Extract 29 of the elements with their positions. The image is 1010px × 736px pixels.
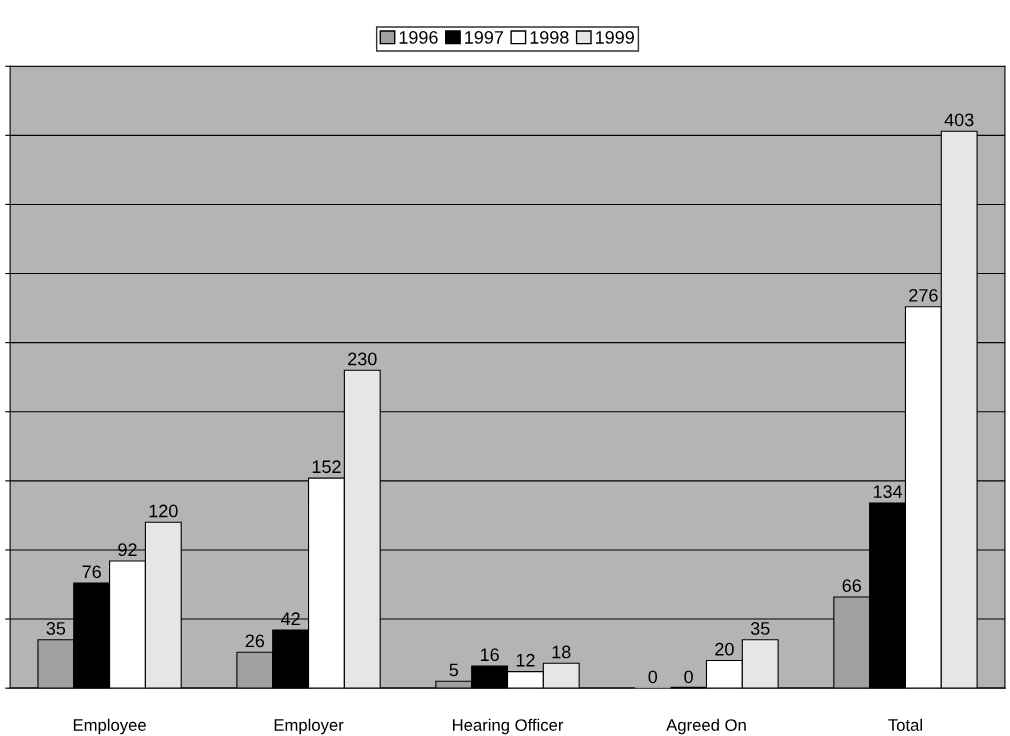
data-label: 0: [648, 670, 658, 684]
data-label: 35: [46, 622, 66, 635]
data-label: 230: [348, 352, 377, 366]
data-label: 35: [750, 622, 770, 635]
data-label: 276: [909, 288, 938, 302]
x-tick-label: Agreed On: [666, 718, 746, 735]
legend-label: 1999: [596, 31, 634, 44]
data-label: 12: [516, 653, 535, 667]
data-label: 18: [552, 645, 571, 659]
data-label: 120: [149, 504, 178, 518]
data-label: 5: [449, 663, 459, 677]
data-label: 134: [873, 485, 903, 499]
x-tick-label: Hearing Officer: [453, 718, 564, 735]
data-label: 16: [480, 648, 499, 662]
data-label: 0: [684, 670, 693, 684]
data-label: 76: [82, 565, 101, 579]
data-label: 66: [842, 579, 861, 592]
legend-label: 1996: [399, 31, 438, 44]
x-tick-label: Employer: [274, 718, 344, 735]
x-tick-label: Total: [888, 718, 922, 731]
data-label: 20: [715, 642, 734, 656]
x-tick-label: Employee: [73, 718, 146, 735]
data-label: 92: [118, 543, 137, 557]
legend-label: 1997: [465, 31, 504, 44]
legend-label: 1998: [530, 31, 569, 44]
data-label: 26: [245, 634, 265, 648]
data-label: 152: [312, 460, 341, 474]
data-label: 403: [944, 113, 974, 127]
data-label: 42: [281, 612, 300, 625]
